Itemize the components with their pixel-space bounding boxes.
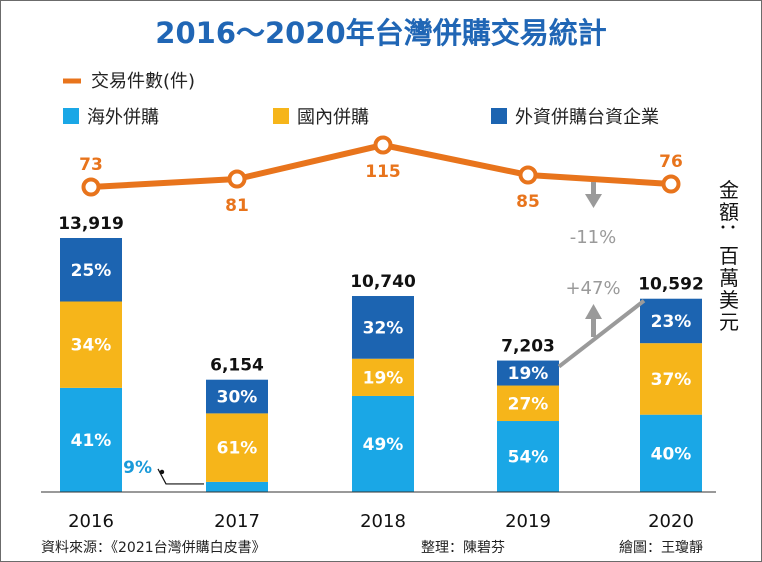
bars-layer [60,238,702,492]
bar-domestic-2016 [60,301,122,388]
data-label-domestic-2019: 27% [508,394,549,414]
legend-label-domestic: 國內併購 [297,107,369,128]
unit-label-char: 萬 [719,266,739,290]
bar-overseas-2017 [206,481,268,492]
legend-label-foreign: 外資併購台資企業 [515,107,659,128]
labels-layer: 41% 34% 25% 13,919 2016 9% 61% 30% 6,154 2017 49% 1… [58,214,704,532]
x-tick-2019: 2019 [505,511,551,532]
point-deal-count-2019 [518,165,538,185]
legend-swatch-domestic [273,108,289,124]
point-deal-count-2017 [227,169,247,189]
total-label-2019: 7,203 [501,337,555,357]
bar-domestic-2018 [352,358,414,396]
bar-foreign-2016 [60,238,122,302]
bar-overseas-2019 [497,421,559,492]
bar-domestic-2020 [640,343,702,415]
data-label-foreign-2020: 23% [651,312,692,332]
data-label-domestic-2018: 19% [363,368,404,388]
growth-connector-line [557,299,646,369]
bar-overseas-2020 [640,414,702,492]
legend-label-overseas: 海外併購 [87,107,159,128]
count-label-2018: 115 [365,162,401,182]
data-label-overseas-2020: 40% [651,444,692,464]
total-label-2017: 6,154 [210,356,264,376]
bar-overseas-2018 [352,395,414,492]
count-label-2019: 85 [516,192,540,212]
arrow-down-head [585,194,602,208]
unit-label-char: 金 [719,178,739,202]
data-label-domestic-2016: 34% [71,336,112,356]
unit-label-char: 額 [719,200,739,224]
unit-label-char: 百 [719,244,739,268]
total-label-2016: 13,919 [58,214,124,234]
line-layer: 73 81 115 85 76 [79,135,683,216]
total-label-2018: 10,740 [350,272,416,292]
legend-swatch-foreign [491,108,507,124]
data-label-foreign-2019: 19% [508,364,549,384]
footer-source: 資料來源：《2021台灣併購白皮書》 [41,540,266,556]
arrow-down-shaft [591,182,596,194]
x-tick-2017: 2017 [214,511,260,532]
bar-foreign-2019 [497,360,559,386]
bar-domestic-2019 [497,385,559,422]
data-label-overseas-2018: 49% [363,435,404,455]
footer-drawn: 繪圖：王瓊靜 [619,539,703,556]
footer-compiled: 整理：陳碧芬 [421,540,505,556]
bar-domestic-2017 [206,413,268,482]
legend-line-label: 交易件數(件) [91,71,195,92]
bar-foreign-2018 [352,296,414,359]
annotation-count-change: -11% [570,227,617,248]
data-label-overseas-2016: 41% [71,431,112,451]
point-deal-count-2020 [661,174,681,194]
chart-title: 2016～2020年台灣併購交易統計 [155,16,606,50]
data-label-foreign-2017: 30% [217,388,258,408]
count-label-2017: 81 [225,196,249,216]
point-deal-count-2018 [373,135,393,155]
x-tick-2018: 2018 [360,511,406,532]
bar-foreign-2017 [206,379,268,414]
data-label-domestic-2020: 37% [651,370,692,390]
legend: 交易件數(件) 海外併購 國內併購 外資併購台資企業 [63,71,659,128]
total-label-2020: 10,592 [638,275,704,295]
data-label-overseas-2019: 54% [508,448,549,468]
count-label-2020: 76 [659,152,683,172]
x-tick-2020: 2020 [648,511,694,532]
count-label-2016: 73 [79,155,103,175]
bar-foreign-2020 [640,298,702,344]
leader-line-overseas-2017 [157,468,204,485]
point-deal-count-2016 [81,177,101,197]
data-label-domestic-2017: 61% [217,439,258,459]
bar-overseas-2016 [60,387,122,492]
legend-swatch-overseas [63,108,79,124]
unit-label-char: 美 [719,288,739,312]
annotations-layer: -11% +47% [557,182,646,369]
arrow-up-head [585,304,602,319]
x-tick-2016: 2016 [68,511,114,532]
data-label-foreign-2016: 25% [71,261,112,281]
leader-dot-overseas-2017 [159,469,165,475]
arrow-up-shaft [591,319,596,337]
data-label-foreign-2018: 32% [363,318,404,338]
unit-label-char: ： [717,222,741,242]
data-label-overseas-2017: 9% [123,458,152,478]
unit-label-char: 元 [719,310,739,334]
annotation-value-change: +47% [565,278,620,299]
